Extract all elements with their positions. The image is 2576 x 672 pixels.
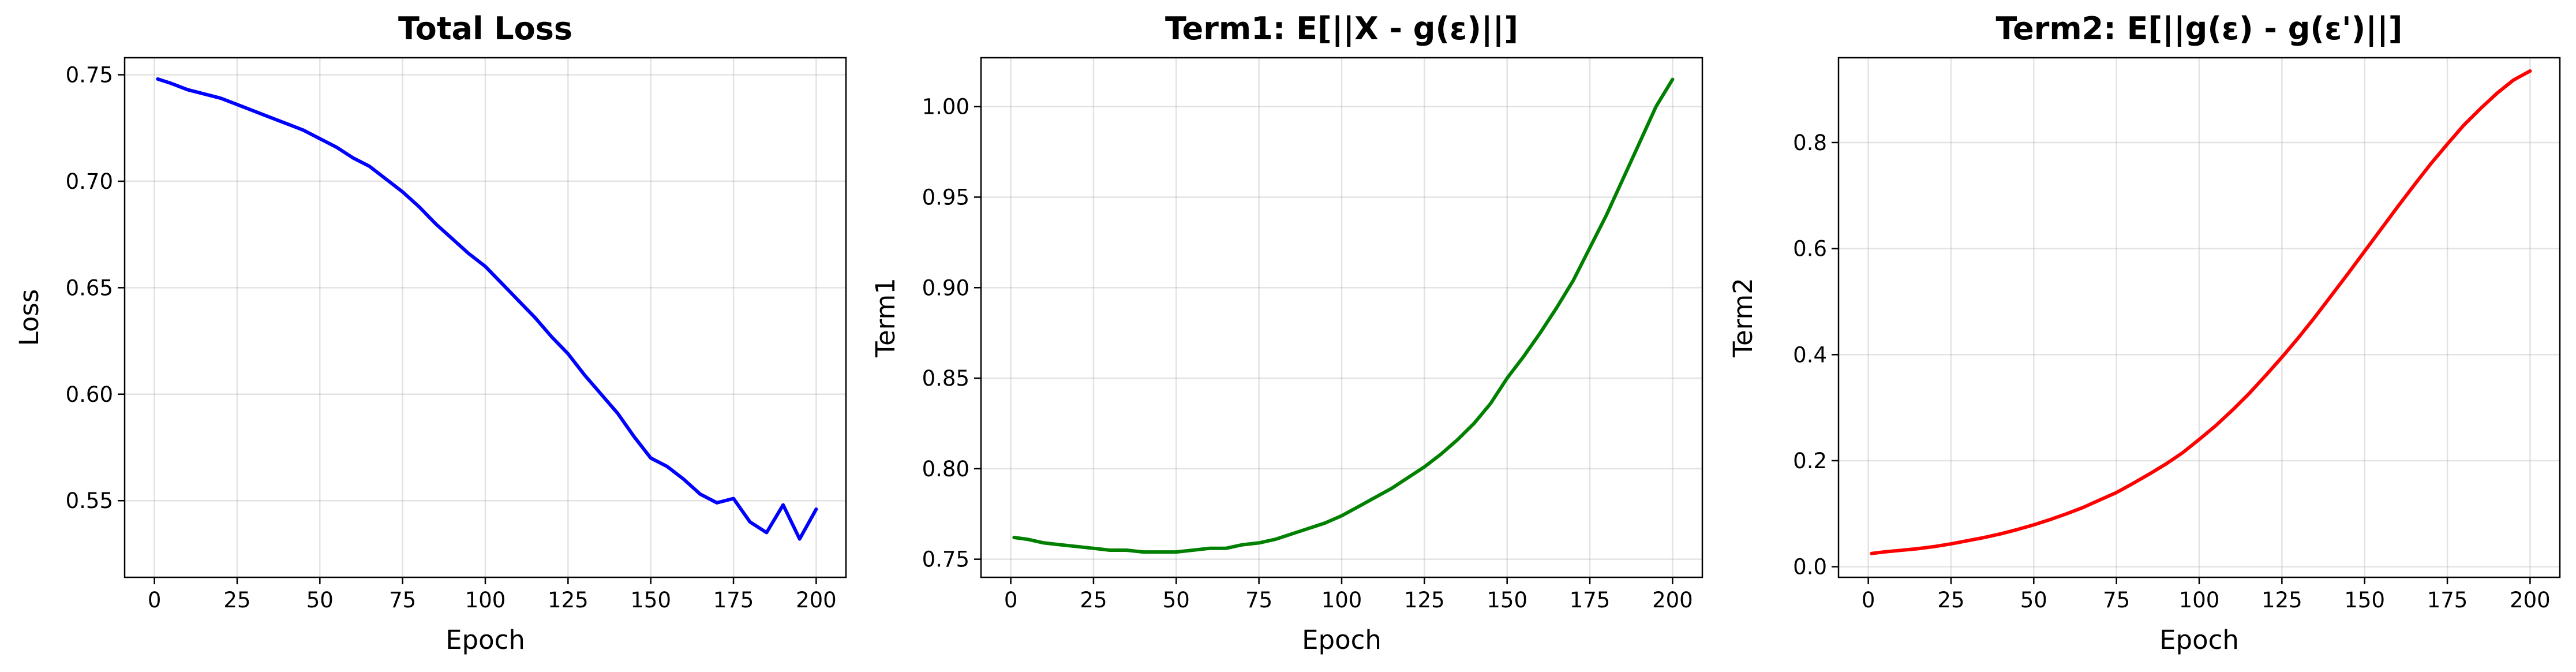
x-tick-label: 50 [306, 588, 334, 613]
x-tick-label: 100 [465, 588, 506, 613]
y-axis-label: Term2 [1728, 278, 1758, 358]
x-tick-label: 75 [2103, 588, 2130, 613]
y-tick-label: 0.75 [922, 547, 969, 572]
chart-title: Term1: E[||X - g(ε)||] [1165, 10, 1518, 47]
subplot-3: 0 25 50 75 100 125 150 175 200 0.0 0.2 0.4 0.6 0.8 Ter… [1728, 10, 2561, 655]
y-tick-label: 0.2 [1793, 449, 1827, 473]
x-axis-label: Epoch [445, 625, 525, 655]
y-axis-label: Term1 [870, 278, 901, 358]
series-line-1 [1870, 69, 2532, 555]
y-tick-label: 0.0 [1793, 555, 1827, 580]
y-tick-label: 0.75 [66, 63, 113, 88]
y-tick-label: 0.85 [922, 366, 969, 391]
x-tick-label: 125 [1404, 588, 1445, 613]
x-tick-label: 200 [1652, 588, 1693, 613]
subplot-2: 0 25 50 75 100 125 150 175 200 0.75 0.80 0.85 0.90 0.… [870, 10, 1703, 655]
x-tick-label: 0 [1862, 588, 1875, 613]
x-tick-label: 150 [2344, 588, 2385, 613]
y-tick-label: 0.95 [922, 185, 969, 210]
x-tick-label: 25 [223, 588, 250, 613]
y-tick-label: 0.55 [66, 488, 113, 513]
x-axis-label: Epoch [1302, 625, 1381, 655]
y-tick-label: 0.4 [1793, 342, 1827, 367]
x-tick-label: 50 [2020, 588, 2047, 613]
x-tick-label: 50 [1163, 588, 1190, 613]
axes-frame [1837, 57, 2561, 578]
x-tick-label: 100 [1321, 588, 1362, 613]
x-tick-label: 175 [713, 588, 754, 613]
x-tick-label: 150 [630, 588, 671, 613]
x-tick-label: 175 [1570, 588, 1611, 613]
y-axis-label: Loss [14, 289, 44, 346]
subplot-1: 0 25 50 75 100 125 150 175 200 0.55 0.60 0.65 0.70 0.… [14, 10, 847, 655]
y-tick-label: 0.80 [922, 457, 969, 481]
y-tick-label: 0.60 [66, 382, 113, 407]
x-tick-label: 200 [2510, 588, 2551, 613]
x-axis-label: Epoch [2159, 625, 2239, 655]
x-tick-label: 100 [2179, 588, 2220, 613]
x-tick-label: 0 [1004, 588, 1018, 613]
x-tick-label: 75 [389, 588, 416, 613]
x-tick-label: 175 [2427, 588, 2468, 613]
x-tick-label: 150 [1487, 588, 1527, 613]
x-tick-label: 125 [548, 588, 589, 613]
y-tick-label: 0.90 [922, 275, 969, 300]
series-line-1 [156, 77, 818, 541]
axes-frame [123, 57, 847, 578]
y-tick-label: 0.65 [66, 275, 113, 300]
series-line-1 [1012, 77, 1675, 554]
y-tick-label: 1.00 [922, 95, 969, 120]
x-tick-label: 25 [1937, 588, 1964, 613]
x-tick-label: 25 [1080, 588, 1107, 613]
axes-frame [980, 57, 1703, 578]
x-tick-label: 200 [796, 588, 837, 613]
chart-title: Term2: E[||g(ε) - g(ε')||] [1996, 10, 2403, 47]
x-tick-label: 0 [148, 588, 162, 613]
x-tick-label: 125 [2262, 588, 2302, 613]
y-tick-label: 0.70 [66, 169, 113, 194]
y-tick-label: 0.6 [1793, 237, 1827, 262]
x-tick-label: 75 [1245, 588, 1272, 613]
chart-title: Total Loss [398, 10, 572, 47]
y-tick-label: 0.8 [1793, 130, 1827, 155]
